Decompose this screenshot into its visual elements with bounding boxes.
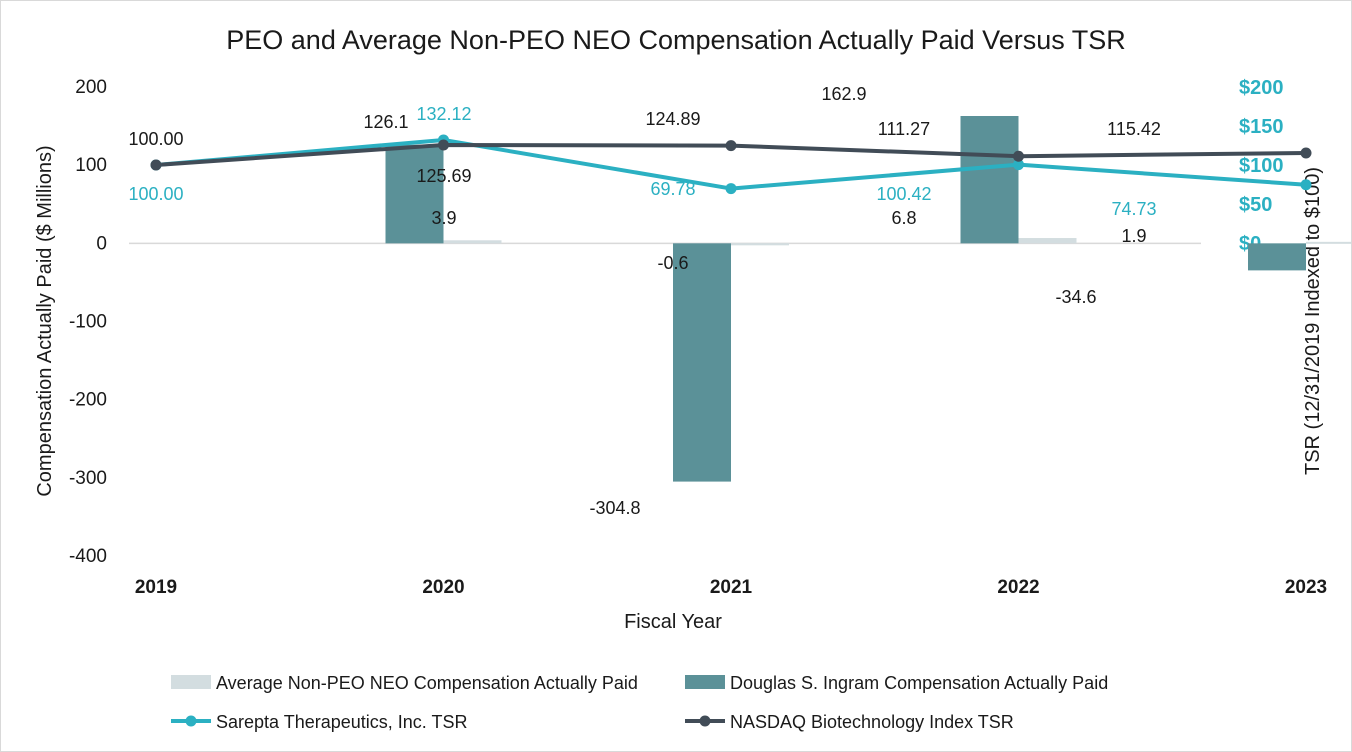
bar-avg-neo bbox=[1018, 238, 1077, 244]
x-tick-label: 2023 bbox=[1285, 577, 1327, 598]
y-tick-left: -100 bbox=[69, 312, 107, 333]
bar-label-ingram: -304.8 bbox=[589, 498, 640, 518]
line-label-sarepta: 100.42 bbox=[876, 184, 931, 204]
bar-label-avg-neo: 1.9 bbox=[1121, 226, 1146, 246]
bar-label-avg-neo: 6.8 bbox=[891, 208, 916, 228]
legend-swatch-bar bbox=[171, 675, 211, 689]
legend-label: NASDAQ Biotechnology Index TSR bbox=[730, 712, 1014, 732]
y-tick-right: $150 bbox=[1239, 116, 1284, 138]
line-label-sarepta: 132.12 bbox=[416, 104, 471, 124]
y-axis-title-right: TSR (12/31/2019 Indexed to $100) bbox=[1302, 167, 1324, 475]
marker-nasdaq-tsr bbox=[725, 140, 737, 152]
bar-avg-neo bbox=[1306, 241, 1351, 244]
bar-label-ingram: 162.9 bbox=[821, 84, 866, 104]
line-label-nasdaq: 124.89 bbox=[645, 109, 700, 129]
line-label-nasdaq: 115.42 bbox=[1107, 119, 1161, 139]
bar-ingram bbox=[673, 243, 731, 482]
y-tick-left: 100 bbox=[75, 155, 107, 176]
legend-swatch-marker bbox=[185, 715, 197, 727]
line-label-nasdaq: 125.69 bbox=[416, 166, 471, 186]
y-tick-left: -300 bbox=[69, 468, 107, 489]
line-label-sarepta: 69.78 bbox=[650, 179, 695, 199]
x-tick-label: 2021 bbox=[710, 577, 753, 598]
x-tick-label: 2020 bbox=[422, 577, 464, 598]
x-tick-label: 2019 bbox=[135, 577, 177, 598]
marker-nasdaq-tsr bbox=[150, 159, 162, 171]
legend-swatch-marker bbox=[699, 715, 711, 727]
legend-label: Douglas S. Ingram Compensation Actually … bbox=[730, 673, 1108, 693]
bar-avg-neo bbox=[731, 243, 789, 246]
line-label-sarepta: 74.73 bbox=[1111, 199, 1156, 219]
marker-nasdaq-tsr bbox=[1013, 150, 1024, 162]
marker-nasdaq-tsr bbox=[1300, 147, 1312, 159]
y-tick-left: 0 bbox=[96, 233, 107, 254]
legend-swatch-bar bbox=[685, 675, 725, 689]
y-axis-title-left: Compensation Actually Paid ($ Millions) bbox=[34, 145, 56, 496]
x-tick-label: 2022 bbox=[997, 577, 1039, 598]
bar-ingram bbox=[960, 115, 1019, 244]
y-tick-left: 200 bbox=[75, 77, 107, 98]
marker-sarepta-tsr bbox=[725, 183, 737, 195]
chart-title: PEO and Average Non-PEO NEO Compensation… bbox=[226, 25, 1125, 55]
plot-area: 2001000-100-200-300-400$200$150$100$50$0… bbox=[69, 77, 1351, 598]
bar-label-ingram: -34.6 bbox=[1055, 287, 1096, 307]
line-label-nasdaq: 100.00 bbox=[128, 129, 183, 149]
bar-ingram bbox=[385, 144, 444, 244]
marker-sarepta-tsr bbox=[1300, 179, 1312, 191]
marker-sarepta-tsr bbox=[1013, 159, 1024, 171]
y-tick-right: $200 bbox=[1239, 77, 1284, 99]
bar-label-avg-neo: -0.6 bbox=[657, 253, 688, 273]
legend: Average Non-PEO NEO Compensation Actuall… bbox=[171, 673, 1108, 732]
bar-avg-neo bbox=[443, 240, 502, 244]
legend-label: Average Non-PEO NEO Compensation Actuall… bbox=[216, 673, 638, 693]
x-axis-title: Fiscal Year bbox=[624, 611, 722, 633]
line-label-nasdaq: 111.27 bbox=[878, 119, 930, 139]
y-tick-right: $50 bbox=[1239, 194, 1272, 216]
y-tick-right: $100 bbox=[1239, 155, 1284, 177]
y-tick-left: -400 bbox=[69, 546, 107, 567]
bar-ingram bbox=[1248, 243, 1306, 271]
y-tick-left: -200 bbox=[69, 390, 107, 411]
line-label-sarepta: 100.00 bbox=[128, 184, 183, 204]
marker-nasdaq-tsr bbox=[438, 139, 449, 151]
bar-label-avg-neo: 3.9 bbox=[431, 208, 456, 228]
bar-label-ingram: 126.1 bbox=[363, 112, 408, 132]
legend-label: Sarepta Therapeutics, Inc. TSR bbox=[216, 712, 467, 732]
